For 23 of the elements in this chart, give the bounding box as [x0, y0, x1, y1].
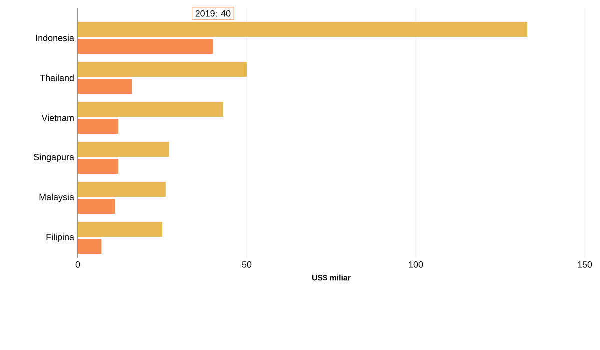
bar	[78, 22, 528, 37]
bar	[78, 142, 170, 158]
bar	[78, 222, 162, 238]
annotation: 2019: 40	[196, 10, 231, 17]
x-tick-label: 50	[242, 262, 252, 268]
y-tick-label: Malaysia	[40, 194, 74, 202]
bar	[78, 102, 224, 118]
y-tick-label: Vietnam	[42, 114, 74, 122]
bar	[78, 62, 248, 78]
bar	[78, 78, 132, 94]
y-tick-label: Filipina	[46, 234, 74, 242]
x-tick-label: 100	[409, 262, 424, 268]
bar	[78, 118, 119, 134]
x-tick-label: 0	[76, 262, 80, 268]
bar	[78, 38, 214, 54]
bar	[78, 198, 116, 214]
bar	[78, 239, 102, 254]
y-tick-label: Singapura	[34, 154, 74, 162]
y-tick-label: Indonesia	[36, 34, 74, 42]
bar	[78, 158, 119, 174]
bar	[78, 182, 166, 198]
x-tick-label: 150	[578, 262, 592, 268]
y-tick-label: Thailand	[40, 74, 74, 82]
